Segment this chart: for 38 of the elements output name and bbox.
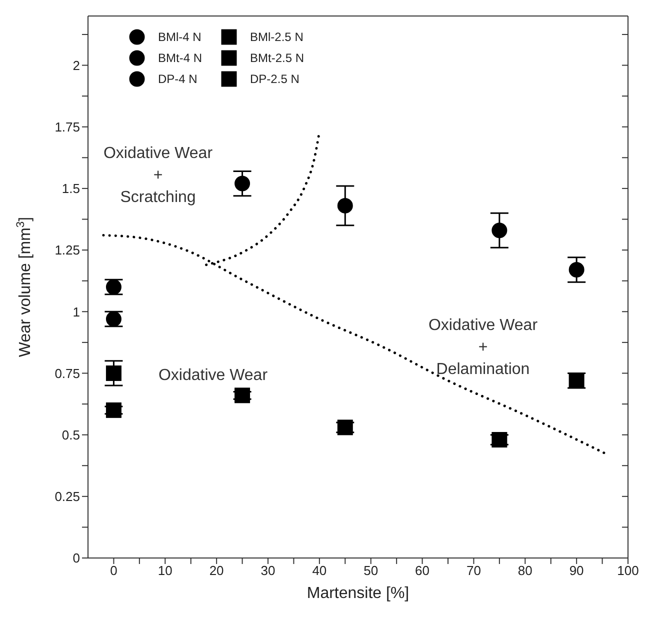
- legend-label: DP-2.5 N: [250, 72, 300, 86]
- legend-label: DP-4 N: [158, 72, 198, 86]
- point: [106, 402, 122, 418]
- annotation: Oxidative Wear: [158, 367, 268, 384]
- legend-label: BMl-4 N: [158, 30, 202, 44]
- y-tick-label: 0.5: [62, 427, 80, 442]
- y-tick-label: 0: [72, 550, 80, 566]
- legend-label: BMt-4 N: [158, 51, 202, 65]
- y-tick-label: 1.25: [54, 242, 80, 258]
- y-tick-label: 2: [72, 58, 80, 73]
- point: [492, 432, 508, 448]
- y-tick-label: 0.25: [54, 489, 80, 504]
- legend-label: BMl-2.5 N: [250, 30, 304, 44]
- x-tick-label: 80: [518, 563, 532, 578]
- y-tick-label: 1: [72, 304, 80, 320]
- legend-label: BMt-2.5 N: [250, 51, 304, 65]
- x-tick-label: 90: [569, 563, 584, 578]
- y-tick-label: 1.5: [62, 181, 80, 196]
- annotation: Oxidative Wear + Scratching: [103, 145, 214, 206]
- x-tick-label: 40: [312, 563, 327, 578]
- x-tick-label: 70: [466, 563, 481, 578]
- y-tick-label: 1.75: [54, 119, 80, 134]
- point: [492, 222, 508, 238]
- point: [568, 262, 584, 278]
- point: [106, 365, 122, 381]
- x-tick-label: 50: [364, 563, 378, 578]
- x-tick-label: 100: [617, 563, 639, 578]
- point: [234, 388, 250, 404]
- y-tick-label: 0.75: [54, 366, 80, 381]
- annotation: Oxidative Wear + Delamination: [428, 317, 538, 378]
- x-axis-title: Martensite [%]: [306, 585, 410, 602]
- x-tick-label: 60: [415, 563, 430, 578]
- x-tick-label: 20: [209, 563, 224, 578]
- point: [234, 176, 250, 192]
- x-tick-label: 10: [158, 563, 172, 578]
- x-tick-label: 30: [260, 563, 276, 578]
- point: [337, 198, 353, 214]
- x-tick-label: 0: [110, 563, 118, 578]
